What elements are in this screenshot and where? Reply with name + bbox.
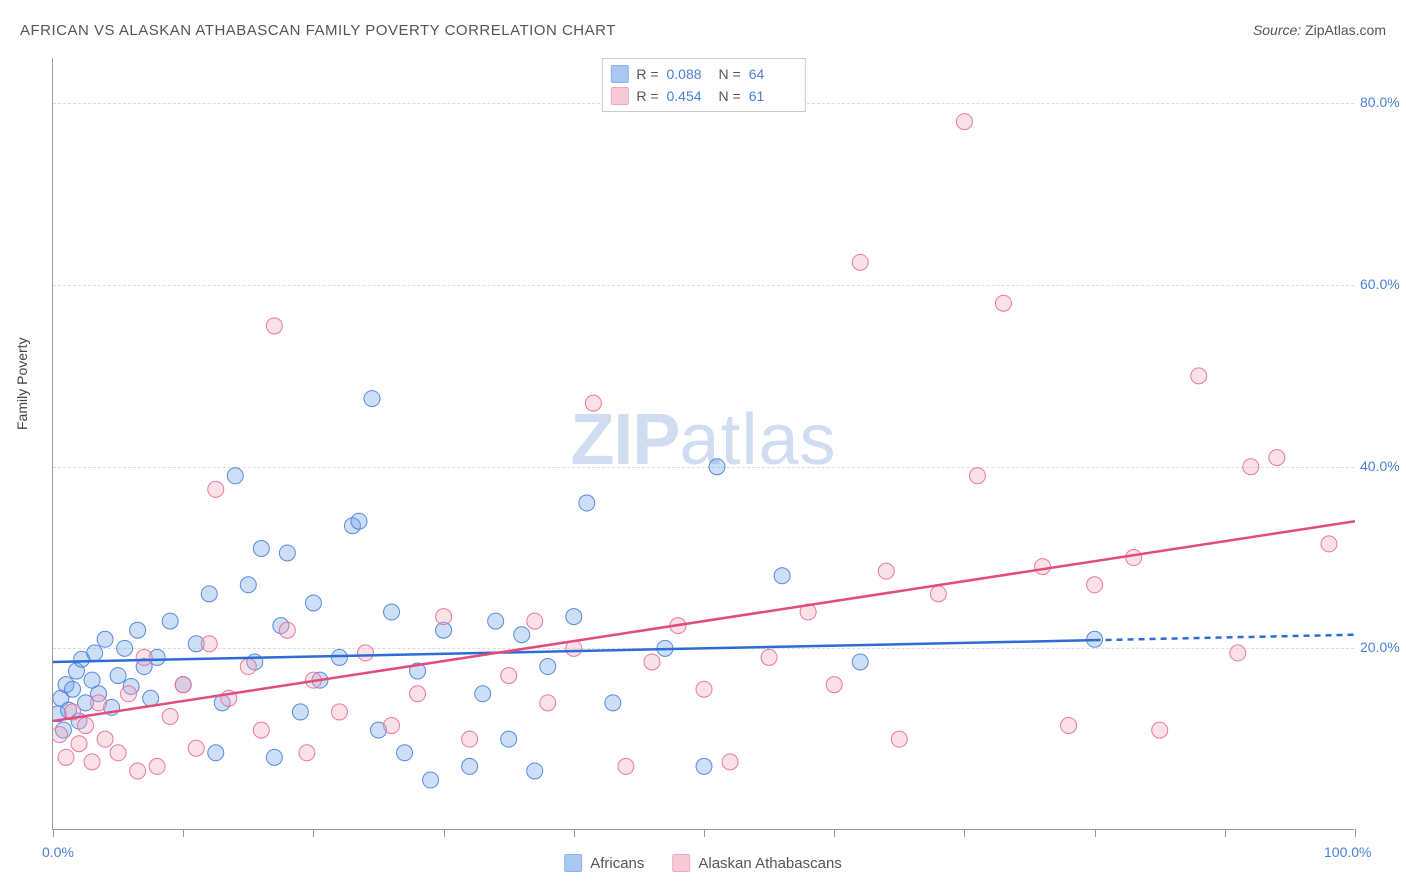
x-tick [444,829,445,837]
x-tick [53,829,54,837]
x-tick [1225,829,1226,837]
x-tick-label: 0.0% [42,844,74,860]
trend-line [53,640,1095,662]
correlation-legend-row: R = 0.454 N = 61 [610,85,792,107]
y-tick-label: 20.0% [1360,639,1400,655]
chart-title: AFRICAN VS ALASKAN ATHABASCAN FAMILY POV… [20,22,616,39]
x-tick [574,829,575,837]
legend-item: Alaskan Athabascans [672,838,841,888]
correlation-legend-row: R = 0.088 N = 64 [610,63,792,85]
legend-swatch [610,87,628,105]
legend-swatch [564,854,582,872]
legend-n-label: N = [719,66,741,82]
source-label: Source: [1253,22,1301,38]
plot-area: ZIPatlas R =0.088N =64R =0.454N =61 [52,58,1354,830]
source-attribution: Source: ZipAtlas.com [1253,22,1386,38]
x-tick [964,829,965,837]
x-tick-label: 100.0% [1324,844,1371,860]
series-legend: Africans Alaskan Athabascans [564,838,842,888]
x-tick [313,829,314,837]
trend-line [53,521,1355,721]
legend-n-value: 64 [749,66,793,82]
legend-r-label: R = [636,66,658,82]
legend-r-value: 0.454 [667,88,711,104]
legend-label: Africans [590,855,644,872]
y-tick-label: 40.0% [1360,458,1400,474]
y-tick-label: 80.0% [1360,94,1400,110]
trend-lines-layer [53,58,1355,830]
legend-r-value: 0.088 [667,66,711,82]
legend-swatch [672,854,690,872]
correlation-legend: R = 0.088 N = 64 R = 0.454 N = 61 [601,58,805,112]
x-tick [1355,829,1356,837]
legend-label: Alaskan Athabascans [698,855,841,872]
x-tick [1095,829,1096,837]
x-tick [183,829,184,837]
y-axis-title: Family Poverty [14,337,30,430]
x-tick [834,829,835,837]
y-tick-label: 60.0% [1360,276,1400,292]
legend-item: Africans [564,838,644,888]
legend-n-value: 61 [749,88,793,104]
legend-r-label: R = [636,88,658,104]
source-value: ZipAtlas.com [1305,22,1386,38]
legend-n-label: N = [719,88,741,104]
x-tick [704,829,705,837]
legend-swatch [610,65,628,83]
trend-line-extrapolated [1095,635,1355,640]
